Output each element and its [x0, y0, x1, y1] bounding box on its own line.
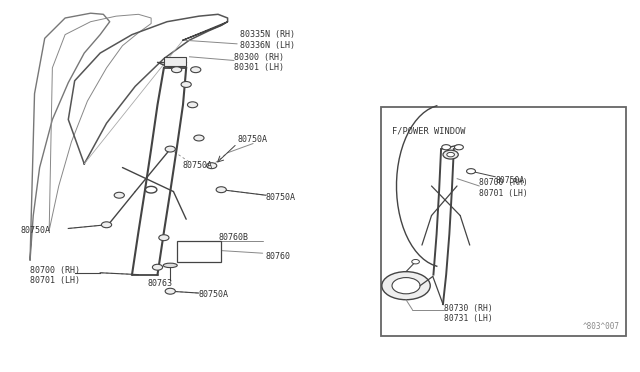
Text: 80750A: 80750A: [495, 176, 525, 185]
Circle shape: [114, 192, 124, 198]
Text: F/POWER WINDOW: F/POWER WINDOW: [392, 127, 465, 136]
FancyBboxPatch shape: [164, 57, 186, 66]
Circle shape: [159, 235, 169, 241]
Text: 80335N (RH)
80336N (LH): 80335N (RH) 80336N (LH): [241, 31, 295, 50]
Circle shape: [188, 102, 198, 108]
Circle shape: [165, 146, 175, 152]
Circle shape: [194, 135, 204, 141]
Text: 80300 (RH)
80301 (LH): 80300 (RH) 80301 (LH): [234, 52, 284, 72]
Text: 80760: 80760: [266, 251, 291, 261]
Circle shape: [181, 81, 191, 87]
Text: 80750A: 80750A: [266, 193, 296, 202]
FancyBboxPatch shape: [177, 241, 221, 262]
Circle shape: [467, 169, 476, 174]
Ellipse shape: [163, 263, 177, 267]
Text: 80750A: 80750A: [199, 291, 229, 299]
Text: 80730 (RH)
80731 (LH): 80730 (RH) 80731 (LH): [444, 304, 493, 323]
Circle shape: [152, 264, 163, 270]
Text: 80760B: 80760B: [218, 233, 248, 242]
Text: 80700 (RH)
80701 (LH): 80700 (RH) 80701 (LH): [30, 266, 80, 285]
Circle shape: [382, 272, 430, 300]
Circle shape: [172, 67, 182, 73]
Circle shape: [412, 260, 419, 264]
Circle shape: [207, 163, 217, 169]
Text: 80763: 80763: [148, 279, 173, 288]
Text: 80750A: 80750A: [237, 135, 267, 144]
Circle shape: [442, 145, 451, 150]
Text: 80750A: 80750A: [183, 161, 213, 170]
FancyBboxPatch shape: [381, 107, 626, 336]
Circle shape: [392, 278, 420, 294]
Text: 80750A: 80750A: [20, 226, 51, 235]
Circle shape: [454, 145, 463, 150]
Circle shape: [191, 67, 201, 73]
Circle shape: [216, 187, 227, 193]
Circle shape: [443, 150, 458, 159]
Circle shape: [145, 186, 157, 193]
Text: ^803^007: ^803^007: [582, 322, 620, 331]
Circle shape: [165, 288, 175, 294]
Circle shape: [447, 153, 454, 157]
Circle shape: [101, 222, 111, 228]
Text: 80700 (RH)
80701 (LH): 80700 (RH) 80701 (LH): [479, 178, 528, 198]
